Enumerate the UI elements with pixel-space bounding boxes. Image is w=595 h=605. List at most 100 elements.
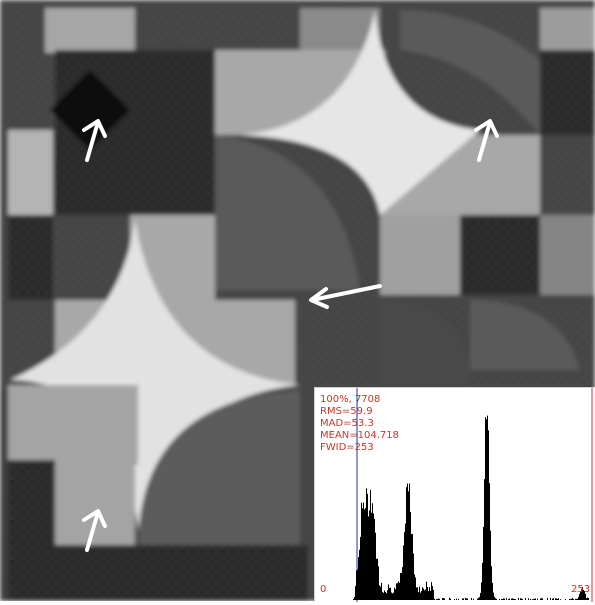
- histogram-bar: [417, 587, 418, 600]
- histogram-bar: [569, 598, 570, 600]
- histogram-bar: [362, 508, 363, 600]
- histogram-bar: [397, 583, 398, 600]
- arrow-top-left: [82, 119, 107, 162]
- histogram-bar: [356, 570, 357, 600]
- histogram-stats: 100%, 7708 RMS=59.9 MAD=53.3 MEAN=104.71…: [320, 394, 399, 454]
- histogram-bar: [370, 489, 371, 600]
- histogram-bar: [408, 491, 409, 600]
- histogram-bar: [409, 483, 410, 600]
- histogram-bar: [388, 584, 389, 600]
- histogram-bar: [426, 581, 427, 600]
- stat-mean: MEAN=104.718: [320, 430, 399, 441]
- histogram-bar: [587, 597, 588, 600]
- histogram-bar: [393, 592, 394, 600]
- histogram-bar: [358, 557, 359, 600]
- histogram-bar: [402, 567, 403, 600]
- histogram-bar: [572, 598, 573, 600]
- arrow-center: [309, 284, 382, 309]
- histogram-bar: [433, 590, 434, 600]
- histogram-bar: [373, 513, 374, 600]
- histogram-bar: [560, 599, 561, 600]
- stat-mad: MAD=53.3: [320, 418, 374, 429]
- histogram-bar: [571, 598, 572, 600]
- histogram-bar: [541, 598, 542, 600]
- histogram-bar: [421, 591, 422, 600]
- histogram-bar: [407, 483, 408, 600]
- histogram-bar: [521, 598, 522, 600]
- histogram-bar: [486, 419, 487, 600]
- histogram-bar: [354, 597, 355, 600]
- histogram-bar: [363, 502, 364, 600]
- histogram-bar: [490, 530, 491, 600]
- histogram-bar: [509, 598, 510, 600]
- histogram-bar: [386, 593, 387, 600]
- histogram-bar: [530, 598, 531, 600]
- histogram-bar: [368, 516, 369, 600]
- histogram-bar: [442, 598, 443, 600]
- histogram-bar: [434, 598, 435, 600]
- histogram-bar: [479, 597, 480, 600]
- histogram-bar: [478, 597, 479, 600]
- histogram-bar: [588, 597, 589, 600]
- histogram-bar: [401, 572, 402, 600]
- histogram-bar: [579, 593, 580, 600]
- histogram-bar: [575, 598, 576, 600]
- histogram-bar: [467, 598, 468, 600]
- histogram-bar: [398, 581, 399, 600]
- histogram-bar: [585, 593, 586, 600]
- histogram-bar: [556, 598, 557, 600]
- histogram-bar: [583, 589, 584, 600]
- histogram-bar: [403, 545, 404, 600]
- histogram-bar: [423, 588, 424, 600]
- histogram-bar: [522, 599, 523, 600]
- histogram-bar: [484, 479, 485, 600]
- stat-percent-count: 100%, 7708: [320, 394, 381, 405]
- histogram-bar: [420, 592, 421, 600]
- histogram-bar: [485, 417, 486, 600]
- histogram-bar: [465, 597, 466, 600]
- histogram-bar: [520, 598, 521, 600]
- histogram-bar: [390, 587, 391, 600]
- histogram-bar: [480, 592, 481, 600]
- histogram-bar: [577, 598, 578, 600]
- histogram-bar: [552, 598, 553, 600]
- histogram-bar: [514, 598, 515, 600]
- histogram-bar: [353, 598, 354, 600]
- histogram-bar: [365, 507, 366, 600]
- histogram-bar: [366, 488, 367, 600]
- histogram-bar: [419, 586, 420, 600]
- histogram-bar: [477, 598, 478, 600]
- histogram-bar: [377, 558, 378, 600]
- histogram-bar: [432, 586, 433, 600]
- histogram-bar: [392, 593, 393, 600]
- histogram-bar: [444, 598, 445, 600]
- histogram-bar: [413, 553, 414, 600]
- histogram-bar: [438, 598, 439, 600]
- stat-rms: RMS=59.9: [320, 406, 373, 417]
- histogram-bar: [499, 599, 500, 600]
- histogram-bar: [581, 589, 582, 600]
- histogram-bar: [458, 599, 459, 600]
- histogram-bar: [495, 598, 496, 600]
- histogram-bar: [383, 592, 384, 600]
- histogram-bar: [411, 534, 412, 600]
- histogram-bar: [359, 549, 360, 600]
- histogram-bar: [582, 587, 583, 600]
- histogram-bar: [558, 598, 559, 600]
- histogram-bar: [493, 592, 494, 600]
- histogram-bar: [456, 598, 457, 600]
- annotation-arrows: [82, 119, 499, 552]
- histogram-bar: [488, 430, 489, 600]
- histogram-bar: [443, 598, 444, 600]
- histogram-bar: [454, 598, 455, 600]
- histogram-bar: [380, 586, 381, 600]
- histogram-bar: [503, 598, 504, 600]
- histogram-bar: [504, 598, 505, 600]
- histogram-bar: [513, 598, 514, 600]
- histogram-bar: [431, 582, 432, 600]
- histogram-bar: [360, 536, 361, 600]
- histogram-bar: [540, 598, 541, 600]
- histogram-bar: [391, 592, 392, 600]
- histogram-bar: [463, 598, 464, 600]
